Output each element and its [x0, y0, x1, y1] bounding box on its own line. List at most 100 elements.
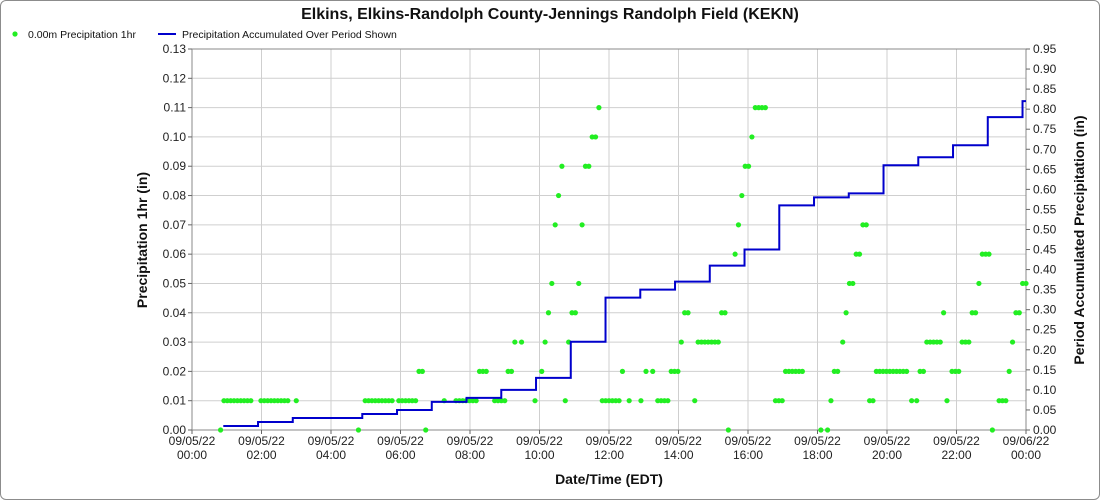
precip-1hr-point — [576, 280, 582, 287]
x-tick-time: 06:00 — [385, 448, 415, 462]
y-left-tick-label: 0.05 — [163, 276, 187, 290]
precip-1hr-point — [735, 222, 742, 228]
precip-1hr-point — [619, 368, 626, 374]
precip-1hr-point — [285, 398, 291, 404]
precip-1hr-point — [920, 368, 927, 374]
precip-1hr-point — [248, 398, 254, 404]
y-axis-right-title: Period Accumulated Precipitation (in) — [1071, 115, 1087, 364]
precip-1hr-point — [678, 339, 684, 345]
precip-1hr-point — [972, 310, 979, 316]
precip-1hr-point — [850, 280, 856, 287]
precip-1hr-point — [512, 339, 518, 345]
x-tick-time: 00:00 — [177, 448, 207, 462]
y-right-tick-label: 0.25 — [1033, 323, 1057, 337]
series-accumulated-line — [223, 100, 1026, 427]
precip-1hr-point — [745, 163, 752, 169]
y-right-tick-label: 0.60 — [1033, 182, 1057, 196]
precip-1hr-point — [843, 310, 849, 316]
y-right-tick-label: 0.75 — [1033, 122, 1057, 136]
x-tick-time: 22:00 — [941, 448, 971, 462]
precip-1hr-point — [909, 398, 915, 404]
precip-1hr-point — [423, 427, 429, 433]
x-tick-time: 08:00 — [455, 448, 485, 462]
y-right-tick-label: 0.90 — [1033, 62, 1057, 76]
y-left-tick-label: 0.02 — [163, 364, 187, 378]
precip-1hr-point — [914, 398, 920, 404]
y-left-tick-label: 0.08 — [163, 189, 187, 203]
x-tick-date: 09/05/22 — [794, 434, 841, 448]
precip-1hr-point — [217, 427, 224, 433]
x-tick-date: 09/05/22 — [864, 434, 911, 448]
precip-1hr-point — [545, 310, 552, 316]
legend-marker-precip-1hr — [12, 31, 18, 37]
y-right-tick-label: 0.35 — [1033, 283, 1057, 297]
precip-1hr-point — [626, 398, 632, 404]
precip-1hr-point — [650, 368, 656, 374]
precip-1hr-point — [542, 339, 548, 345]
y-right-tick-label: 0.85 — [1033, 82, 1057, 96]
x-tick-time: 16:00 — [733, 448, 763, 462]
precip-1hr-point — [779, 398, 785, 404]
y-left-tick-label: 0.01 — [163, 394, 187, 408]
y-left-tick-label: 0.12 — [163, 71, 187, 85]
precip-1hr-point — [976, 280, 982, 287]
x-tick-time: 10:00 — [524, 448, 554, 462]
y-right-tick-label: 0.80 — [1033, 102, 1057, 116]
precip-1hr-point — [863, 222, 869, 228]
precip-1hr-point — [389, 398, 395, 404]
precip-1hr-point — [579, 222, 585, 228]
x-axis-ticks: 09/05/2200:0009/05/2202:0009/05/2204:000… — [169, 430, 1050, 462]
precip-1hr-point — [539, 368, 545, 374]
precip-1hr-point — [937, 339, 943, 345]
precip-1hr-point — [665, 398, 671, 404]
legend-label-precip-1hr: 0.00m Precipitation 1hr — [28, 29, 136, 41]
precip-1hr-point — [532, 398, 538, 404]
x-tick-date: 09/06/22 — [1003, 434, 1050, 448]
y-right-tick-label: 0.20 — [1033, 343, 1057, 357]
x-tick-date: 09/05/22 — [308, 434, 355, 448]
x-tick-date: 09/05/22 — [238, 434, 285, 448]
x-tick-date: 09/05/22 — [516, 434, 563, 448]
precip-1hr-point — [355, 427, 362, 433]
precip-1hr-point — [856, 251, 863, 257]
y-left-tick-label: 0.13 — [163, 42, 187, 56]
precip-1hr-point — [643, 368, 649, 374]
precip-1hr-point — [732, 251, 738, 257]
y-left-tick-label: 0.03 — [163, 335, 187, 349]
series-precip-1hr — [217, 105, 1029, 433]
precip-1hr-point — [293, 398, 299, 404]
precip-1hr-point — [483, 368, 489, 374]
precip-1hr-point — [715, 339, 721, 345]
x-tick-date: 09/05/22 — [169, 434, 216, 448]
precip-1hr-point — [508, 368, 515, 374]
precip-1hr-point — [818, 427, 824, 433]
precip-1hr-point — [413, 398, 419, 404]
y-right-tick-label: 0.45 — [1033, 243, 1057, 257]
precip-1hr-point — [596, 105, 602, 111]
precip-1hr-point — [1009, 339, 1016, 345]
y-left-tick-label: 0.06 — [163, 247, 187, 261]
precip-1hr-point — [966, 339, 972, 345]
precip-1hr-point — [1003, 398, 1009, 404]
x-tick-time: 20:00 — [872, 448, 902, 462]
precip-1hr-point — [473, 398, 479, 404]
chart-title: Elkins, Elkins-Randolph County-Jennings … — [301, 6, 799, 23]
y-right-tick-label: 0.95 — [1033, 42, 1057, 56]
precip-1hr-point — [762, 105, 768, 111]
precip-1hr-point — [944, 398, 950, 404]
x-tick-time: 04:00 — [316, 448, 346, 462]
grid — [191, 48, 1027, 431]
x-tick-date: 09/05/22 — [586, 434, 633, 448]
precip-1hr-point — [586, 163, 592, 169]
x-tick-time: 02:00 — [246, 448, 276, 462]
precip-1hr-point — [870, 398, 876, 404]
precip-1hr-point — [824, 427, 831, 433]
y-right-tick-label: 0.05 — [1033, 403, 1057, 417]
legend: 0.00m Precipitation 1hr Precipitation Ac… — [12, 29, 397, 41]
y-left-tick-label: 0.09 — [163, 159, 187, 173]
y-right-tick-label: 0.70 — [1033, 142, 1057, 156]
precip-1hr-point — [502, 398, 508, 404]
y-right-tick-label: 0.30 — [1033, 303, 1057, 317]
